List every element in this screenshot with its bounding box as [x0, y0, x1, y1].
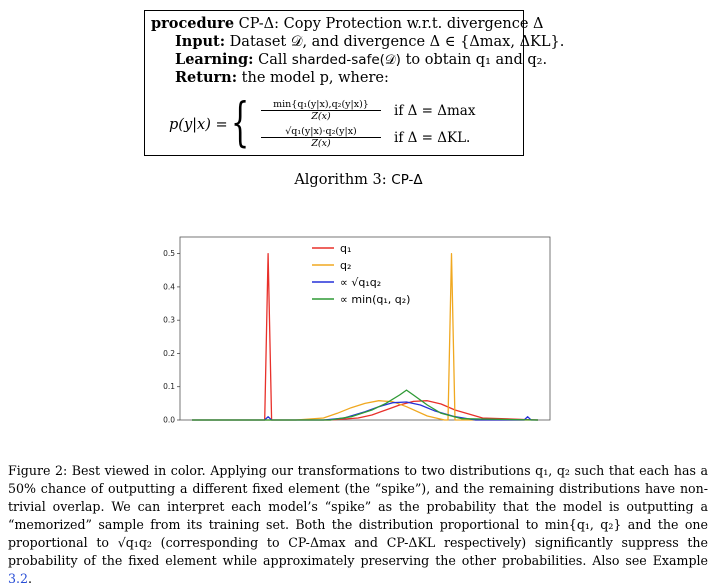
- legend-label-3: ∝ √q₁q₂: [340, 276, 381, 289]
- legend-label-1: q₁: [340, 242, 351, 255]
- input-text: Dataset 𝒟, and divergence Δ ∈ {Δmax, ΔKL…: [229, 34, 565, 50]
- formula: p(y|x) = { min{q₁(y|x),q₂(y|x)} Z(x) if …: [169, 93, 509, 153]
- legend: q₁ q₂ ∝ √q₁q₂ ∝ min(q₁, q₂): [312, 242, 410, 306]
- y-tick-label: 0.3: [163, 316, 175, 325]
- series-line-3: [192, 401, 538, 421]
- algorithm-header: procedure CP-Δ: Copy Protection w.r.t. d…: [151, 15, 544, 33]
- case1-denominator: Z(x): [311, 111, 331, 122]
- series-lines: [192, 252, 539, 421]
- return-keyword: Return:: [175, 69, 238, 86]
- learning-keyword: Learning:: [175, 51, 254, 68]
- series-line-2: [192, 252, 538, 421]
- case2-condition: if Δ = ΔKL.: [394, 130, 471, 146]
- algorithm-box: procedure CP-Δ: Copy Protection w.r.t. d…: [144, 10, 564, 156]
- input-keyword: Input:: [175, 33, 226, 50]
- figure-caption-end: .: [28, 571, 33, 586]
- case2-numerator: √q₁(y|x)·q₂(y|x): [261, 126, 381, 138]
- y-tick-label: 0.4: [163, 282, 175, 291]
- algorithm-learning: Learning: Call sharded-safe(𝒟) to obtain…: [151, 51, 547, 69]
- case1-condition: if Δ = Δmax: [394, 103, 476, 119]
- y-axis-ticks: 0.0 0.1 0.2 0.3 0.4 0.5: [163, 249, 180, 425]
- left-brace: {: [231, 93, 250, 153]
- algorithm-caption-name: CP-Δ: [391, 172, 423, 188]
- learning-call: Call: [258, 52, 288, 68]
- algorithm-caption-prefix: Algorithm 3:: [294, 172, 387, 188]
- algorithm-caption: Algorithm 3: CP-Δ: [0, 172, 717, 188]
- distribution-chart: 0.0 0.1 0.2 0.3 0.4 0.5 q₁ q₂ ∝ √q₁q₂ ∝ min(q₁, …: [163, 236, 551, 425]
- case2-fraction: √q₁(y|x)·q₂(y|x) Z(x): [261, 126, 381, 149]
- formula-lhs: p(y|x) =: [169, 117, 228, 133]
- figure-caption-text: Figure 2: Best viewed in color. Applying…: [8, 463, 708, 568]
- y-tick-label: 0.0: [163, 416, 175, 425]
- algorithm-input: Input: Dataset 𝒟, and divergence Δ ∈ {Δm…: [151, 33, 564, 51]
- y-tick-label: 0.5: [163, 249, 175, 258]
- series-line-1: [192, 252, 539, 421]
- plot-frame: [179, 236, 551, 421]
- legend-label-4: ∝ min(q₁, q₂): [340, 293, 410, 306]
- case1-numerator: min{q₁(y|x),q₂(y|x)}: [261, 99, 381, 111]
- procedure-keyword: procedure: [151, 15, 235, 32]
- learning-function: sharded-safe(𝒟): [291, 52, 401, 68]
- example-reference-link[interactable]: 3.2: [8, 571, 29, 586]
- learning-tail: to obtain q₁ and q₂.: [405, 52, 548, 68]
- case2-denominator: Z(x): [311, 138, 331, 149]
- algorithm-return: Return: the model p, where:: [151, 69, 517, 87]
- y-tick-label: 0.1: [163, 382, 175, 391]
- case1-fraction: min{q₁(y|x),q₂(y|x)} Z(x): [261, 99, 381, 122]
- legend-label-2: q₂: [340, 259, 351, 272]
- y-tick-label: 0.2: [163, 349, 175, 358]
- procedure-title: CP-Δ: Copy Protection w.r.t. divergence …: [238, 16, 544, 32]
- figure-caption: Figure 2: Best viewed in color. Applying…: [8, 462, 708, 588]
- series-line-4: [192, 389, 539, 421]
- return-text: the model p, where:: [241, 70, 389, 86]
